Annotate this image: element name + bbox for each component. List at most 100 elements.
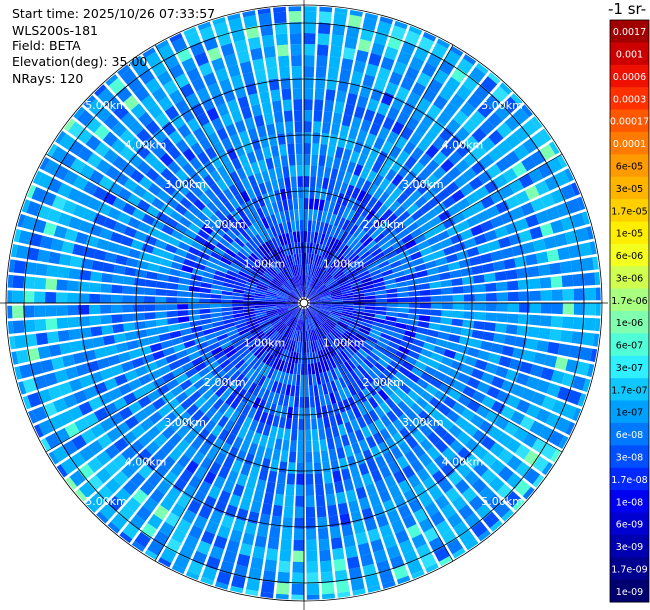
ppi-gate [450,326,462,335]
ppi-gate [226,329,239,337]
ppi-gate [147,183,162,196]
ppi-gate [309,299,321,302]
ppi-gate [219,237,231,248]
ppi-gate [498,466,514,482]
ppi-gate [295,143,303,155]
ppi-gate [375,303,387,307]
ppi-gate [432,470,447,485]
ppi-gate [438,478,454,494]
ppi-gate [397,228,410,239]
ppi-gate [355,379,366,391]
ppi-gate [88,396,103,411]
ppi-gate [529,314,541,326]
ppi-gate [350,577,365,591]
ppi-gate [311,429,319,441]
ppi-gate [197,151,210,165]
ppi-gate [319,293,331,298]
ppi-ray [307,54,477,299]
ppi-gate [398,164,411,178]
ppi-gate [422,188,436,202]
ppi-gate [160,167,175,182]
ppi-gate [201,97,215,112]
ppi-gate [276,297,288,301]
ppi-gate [141,213,156,226]
ppi-gate [255,311,267,316]
ppi-gate [443,102,459,118]
ppi-gate [129,55,143,67]
ppi-gate [440,462,456,478]
ppi-gate [298,429,304,441]
ppi-gate [179,271,192,279]
ppi-gate [448,424,463,439]
ppi-gate [92,186,108,201]
ppi-ray [305,308,411,585]
ppi-gate [190,274,203,282]
ppi-gate [349,278,361,285]
ppi-gate [278,234,285,247]
ppi-gate [388,234,401,245]
ppi-gate [491,376,505,389]
ppi-gate [505,324,518,335]
ppi-gate [165,217,179,229]
ppi-gate [216,127,229,141]
ppi-gate [48,251,61,265]
ppi-gate [203,471,217,485]
ppi-ray [155,39,302,298]
ppi-gate [297,287,302,298]
ppi-gate [249,273,261,281]
ppi-gate [418,410,432,423]
ppi-gate [177,304,189,310]
ppi-gate [418,283,431,290]
ppi-gate [336,169,346,182]
ppi-gate [249,466,260,479]
ppi-gate [296,341,300,353]
ppi-gate [293,289,301,299]
ppi-gate [332,157,342,170]
ppi-gate [304,275,307,287]
ppi-gate [58,381,73,396]
ppi-gate [151,247,165,257]
ppi-gate [494,501,511,519]
ppi-gate [69,452,86,469]
ppi-gate [420,372,433,383]
ppi-gate [87,98,104,115]
ppi-gate [141,94,157,111]
ppi-gate [294,276,299,288]
ppi-gate [284,210,291,222]
ppi-gate [292,307,301,317]
ppi-gate [405,435,419,450]
ppi-gate [571,331,584,345]
ppi-gate [316,232,322,244]
ppi-gate [34,424,44,438]
ppi-gate [253,489,264,503]
ppi-ray [309,304,591,393]
ppi-gate [188,285,201,292]
ppi-gate [412,416,425,429]
ppi-gate [254,295,266,299]
ppi-gate [162,371,175,383]
ppi-gate [513,126,530,143]
ppi-gate [508,233,522,246]
ppi-gate [411,533,427,549]
ppi-gate [273,248,281,260]
ppi-gate [222,286,234,292]
ppi-gate [316,406,323,419]
ppi-gate [471,160,486,175]
ppi-gate [471,265,484,275]
ppi-gate [238,130,250,144]
ppi-gate [566,198,581,214]
ppi-gate [314,254,319,266]
ppi-gate [491,400,506,415]
ppi-gate [448,388,462,401]
ppi-gate [50,238,64,252]
ppi-gate [267,391,275,403]
ppi-gate [551,289,563,301]
ppi-gate [288,351,294,363]
ppi-gate [249,370,259,382]
ppi-gate [326,248,334,260]
ppi-gate [291,66,302,78]
ppi-gate [176,439,190,453]
ppi-gate [295,385,300,397]
ppi-gate [458,258,471,269]
